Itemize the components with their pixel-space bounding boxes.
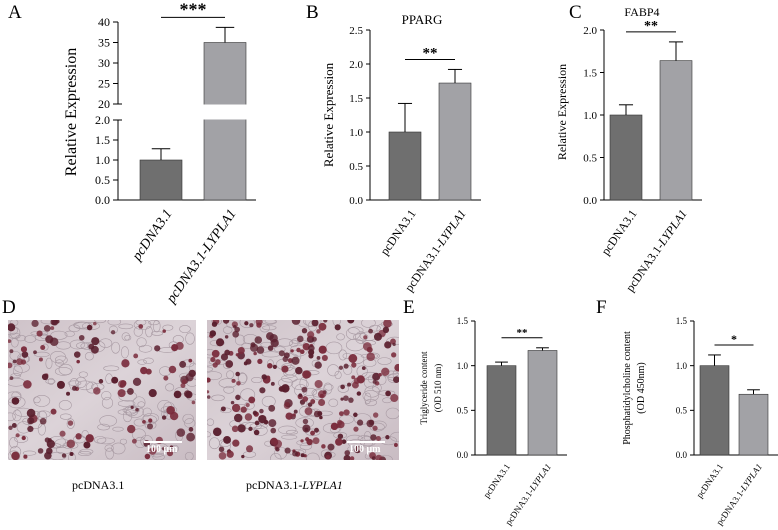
y-tick-label: 0.0: [349, 195, 363, 207]
y-tick-label: 1.5: [349, 93, 363, 105]
y-tick-label: 2.0: [583, 25, 597, 37]
y-tick-label: 1.0: [676, 361, 688, 371]
bar-control: [139, 159, 183, 201]
y-tick-label: 2.5: [349, 25, 363, 37]
oil-red-o-stain-image-control: [8, 320, 196, 460]
caption-gene: LYPLA1: [302, 478, 343, 492]
y-axis-label: Relative Expression: [63, 48, 80, 176]
bar-lypla1: [438, 82, 472, 201]
chart-f: 0.00.51.01.5pcDNA3.1pcDNA3.1-LYPLA1*Phos…: [622, 316, 778, 527]
bar-control: [486, 365, 517, 456]
chart-c: 0.00.51.01.52.0pcDNA3.1pcDNA3.1-LYPLA1**…: [555, 5, 702, 294]
y-tick-label: 0.0: [676, 450, 688, 460]
x-tick-label: pcDNA3.1: [377, 207, 418, 258]
panel-letter-d: D: [2, 297, 16, 318]
scale-bar: [144, 441, 182, 443]
oil-red-o-stain-image-lypla1: [207, 320, 399, 460]
bar-lypla1: [738, 393, 769, 456]
y-tick-label: 0.5: [95, 173, 110, 187]
y-axis-label-unit: (OD 450nm): [636, 362, 647, 413]
chart-title: FABP4: [624, 5, 659, 19]
bar-control: [388, 131, 422, 201]
micrograph-lypla1: 100 μm: [207, 320, 399, 460]
x-tick-label: pcDNA3.1-LYPLA1: [163, 207, 239, 307]
y-axis-label: Triglyceride content: [419, 351, 429, 424]
chart-b: 0.00.51.01.52.02.5pcDNA3.1pcDNA3.1-LYPLA…: [321, 12, 481, 294]
significance-stars: **: [517, 327, 529, 339]
y-tick-label: 25: [98, 77, 110, 91]
x-tick-label: pcDNA3.1: [482, 462, 513, 500]
bar-lypla1: [527, 350, 558, 456]
significance-stars: **: [644, 19, 658, 34]
x-tick-label: pcDNA3.1: [129, 207, 176, 265]
x-tick-label: pcDNA3.1-LYPLA1: [504, 462, 554, 527]
y-tick-label: 40: [98, 15, 110, 29]
panel-letter-e: E: [403, 297, 415, 318]
panel-letter-c: C: [569, 2, 582, 23]
scale-bar: [347, 441, 385, 443]
y-tick-label: 1.0: [95, 153, 110, 167]
y-tick-label: 0.0: [457, 450, 469, 460]
bar-lypla1: [203, 42, 247, 201]
y-axis-label: Relative Expression: [321, 62, 336, 167]
x-tick-label: pcDNA3.1: [598, 207, 639, 258]
y-tick-label: 0.5: [349, 161, 363, 173]
y-tick-label: 20: [98, 97, 110, 111]
y-tick-label: 2.0: [349, 59, 363, 71]
y-tick-label: 0.5: [457, 405, 469, 415]
y-tick-label: 1.5: [583, 67, 597, 79]
micrograph-caption-lypla1: pcDNA3.1-LYPLA1: [246, 478, 343, 493]
y-tick-label: 2.0: [95, 113, 110, 127]
chart-title: PPARG: [402, 12, 443, 27]
y-tick-label: 1.0: [349, 127, 363, 139]
bar-control: [699, 365, 730, 456]
y-tick-label: 0.0: [583, 195, 597, 207]
x-tick-label: pcDNA3.1: [695, 462, 726, 500]
chart-a: 0.0 0.5 1.0 1.5 2.0 20 25 30 35 40 pcDNA3.1pcDNA3.…: [63, 0, 256, 307]
panel-letter-a: A: [8, 2, 22, 23]
panel-letter-f: F: [596, 297, 607, 318]
panel-letter-b: B: [306, 2, 319, 23]
bar-lypla1: [659, 60, 693, 201]
y-tick-label: 0.5: [583, 152, 597, 164]
significance-stars: **: [423, 45, 438, 61]
y-tick-label: 1.0: [457, 361, 469, 371]
y-tick-label: 0.5: [676, 405, 688, 415]
caption-prefix: pcDNA3.1-: [246, 478, 303, 492]
y-axis-label: Phosphatidylcholine content: [622, 331, 633, 445]
axis-break-gap: [203, 104, 247, 120]
y-tick-label: 1.5: [95, 133, 110, 147]
y-tick-label: 1.0: [583, 110, 597, 122]
y-tick-label: 0.0: [95, 193, 110, 207]
y-axis-label-unit: (OD 510 nm): [433, 364, 443, 413]
significance-stars: ***: [180, 0, 207, 19]
micrograph-caption-control: pcDNA3.1: [72, 478, 125, 492]
bar-control: [609, 114, 643, 201]
scale-label: 100 μm: [146, 444, 178, 455]
y-tick-label: 1.5: [676, 316, 688, 326]
y-axis-label: Relative Expression: [555, 64, 569, 160]
y-tick-label: 1.5: [457, 316, 469, 326]
y-tick-label: 35: [98, 36, 110, 50]
y-tick-label: 30: [98, 56, 110, 70]
scale-label: 100 μm: [349, 444, 381, 455]
micrograph-control: 100 μm: [8, 320, 196, 460]
significance-stars: *: [731, 332, 737, 346]
